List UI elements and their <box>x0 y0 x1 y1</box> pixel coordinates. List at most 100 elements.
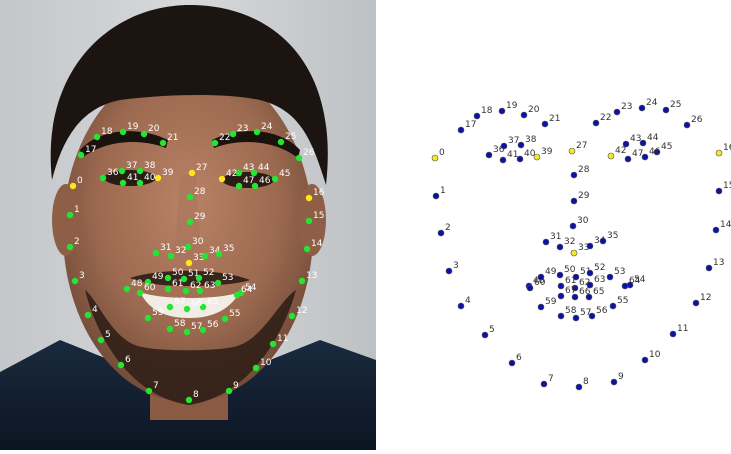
plot-landmark-point-33 <box>570 249 578 257</box>
photo-landmark-label-23: 23 <box>237 124 248 134</box>
plot-landmark-label-21: 21 <box>549 114 560 124</box>
plot-landmark-point-42 <box>607 152 615 160</box>
plot-landmark-point-8 <box>575 383 583 391</box>
plot-landmark-label-16: 16 <box>723 143 731 153</box>
photo-landmark-point-49 <box>144 278 152 286</box>
photo-landmark-label-35: 35 <box>223 244 234 254</box>
plot-landmark-label-54: 54 <box>634 275 646 285</box>
plot-landmark-point-35 <box>599 237 607 245</box>
photo-landmark-point-51 <box>180 275 188 283</box>
photo-landmark-label-60: 60 <box>144 283 156 293</box>
photo-landmark-point-16 <box>305 194 313 202</box>
photo-landmark-point-44 <box>250 169 258 177</box>
photo-landmark-point-61 <box>164 285 172 293</box>
landmark-scatter-canvas: 0123456789101112131415161718192021222324… <box>431 98 731 391</box>
plot-landmark-point-16 <box>715 149 723 157</box>
photo-landmark-point-9 <box>225 387 233 395</box>
photo-landmark-point-14 <box>303 245 311 253</box>
plot-landmark-label-42: 42 <box>615 146 626 156</box>
photo-landmark-point-53 <box>214 279 222 287</box>
plot-landmark-point-24 <box>638 104 646 112</box>
photo-landmark-label-50: 50 <box>172 268 184 278</box>
photo-landmark-label-22: 22 <box>219 133 230 143</box>
photo-landmark-point-7 <box>145 387 153 395</box>
photo-landmark-label-46: 46 <box>259 176 271 186</box>
plot-landmark-label-56: 56 <box>596 306 608 316</box>
photo-landmark-point-22 <box>211 139 219 147</box>
plot-landmark-label-20: 20 <box>528 105 540 115</box>
plot-landmark-label-7: 7 <box>548 374 554 384</box>
plot-landmark-point-66 <box>571 293 579 301</box>
plot-landmark-point-0 <box>431 154 439 162</box>
photo-landmark-label-44: 44 <box>258 163 270 173</box>
plot-landmark-point-50 <box>556 271 564 279</box>
photo-landmark-point-13 <box>298 277 306 285</box>
nose <box>171 175 205 260</box>
plot-landmark-label-41: 41 <box>507 150 518 160</box>
plot-landmark-label-48: 48 <box>533 276 545 286</box>
plot-landmark-point-41 <box>499 156 507 164</box>
plot-landmark-point-46 <box>641 153 649 161</box>
plot-landmark-point-39 <box>533 153 541 161</box>
photo-landmark-label-47: 47 <box>243 176 254 186</box>
photo-landmark-point-0 <box>69 182 77 190</box>
plot-landmark-label-25: 25 <box>670 100 681 110</box>
photo-landmark-point-45 <box>271 175 279 183</box>
photo-landmark-point-32 <box>167 252 175 260</box>
photo-landmark-label-39: 39 <box>162 168 174 178</box>
photo-landmark-label-53: 53 <box>222 273 233 283</box>
plot-landmark-point-6 <box>508 359 516 367</box>
photo-landmark-point-39 <box>154 174 162 182</box>
plot-landmark-point-60 <box>526 284 534 292</box>
photo-landmark-point-5 <box>97 336 105 344</box>
plot-landmark-label-49: 49 <box>545 267 557 277</box>
plot-landmark-point-28 <box>570 171 578 179</box>
plot-landmark-point-38 <box>517 141 525 149</box>
photo-landmark-label-67: 67 <box>174 297 185 307</box>
plot-landmark-label-39: 39 <box>541 147 553 157</box>
photo-landmark-point-43 <box>235 169 243 177</box>
plot-landmark-point-5 <box>481 331 489 339</box>
plot-landmark-label-30: 30 <box>577 216 589 226</box>
photo-landmark-point-37 <box>118 167 126 175</box>
photo-landmark-point-55 <box>221 315 229 323</box>
photo-landmark-point-52 <box>195 274 203 282</box>
face-photo: 0 1 2 3 4 5 6 7 8 9 10 11 12 13 14 15 16 17 18 19 20 21 22 23 24… <box>0 0 376 450</box>
plot-landmark-label-22: 22 <box>600 113 611 123</box>
hair <box>50 5 328 185</box>
photo-landmark-label-64: 64 <box>241 285 253 295</box>
shirt <box>0 340 376 450</box>
photo-landmark-label-38: 38 <box>144 161 156 171</box>
photo-landmark-point-20 <box>140 130 148 138</box>
photo-landmark-label-42: 42 <box>226 169 237 179</box>
photo-landmark-point-36 <box>99 174 107 182</box>
plot-landmark-point-11 <box>669 330 677 338</box>
plot-landmark-point-47 <box>624 155 632 163</box>
plot-landmark-label-46: 46 <box>649 147 661 157</box>
plot-landmark-label-44: 44 <box>647 133 659 143</box>
plot-landmark-label-55: 55 <box>617 296 628 306</box>
photo-landmark-label-4: 4 <box>92 305 98 315</box>
photo-landmark-label-8: 8 <box>193 390 199 400</box>
photo-landmark-label-31: 31 <box>160 243 171 253</box>
photo-landmark-point-23 <box>229 130 237 138</box>
plot-landmark-point-44 <box>639 139 647 147</box>
photo-landmark-label-28: 28 <box>194 187 206 197</box>
photo-landmark-point-24 <box>253 128 261 136</box>
plot-landmark-point-37 <box>500 142 508 150</box>
plot-landmark-point-49 <box>537 273 545 281</box>
photo-landmark-point-38 <box>136 167 144 175</box>
plot-landmark-point-19 <box>498 107 506 115</box>
photo-landmark-point-19 <box>119 128 127 136</box>
plot-landmark-point-31 <box>542 238 550 246</box>
plot-landmark-label-37: 37 <box>508 136 519 146</box>
plot-landmark-point-67 <box>557 292 565 300</box>
plot-landmark-label-8: 8 <box>583 377 589 387</box>
photo-landmark-point-27 <box>188 169 196 177</box>
plot-landmark-point-23 <box>613 108 621 116</box>
plot-landmark-label-10: 10 <box>649 350 661 360</box>
photo-landmark-point-2 <box>66 243 74 251</box>
plot-landmark-point-55 <box>609 302 617 310</box>
photo-landmark-label-3: 3 <box>79 271 85 281</box>
